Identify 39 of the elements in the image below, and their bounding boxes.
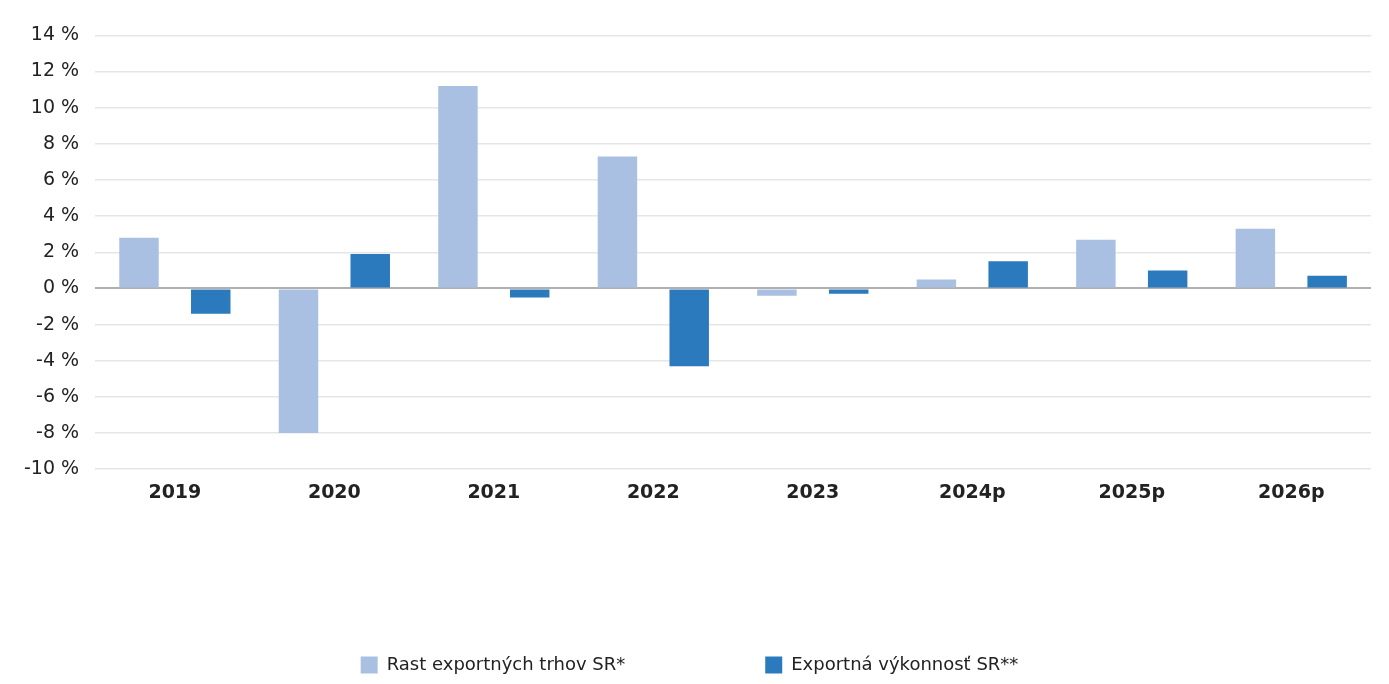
y-tick-label: -8 % [36, 419, 80, 442]
legend-label: Exportná výkonnosť SR** [791, 652, 1019, 674]
y-tick-label: 0 % [42, 275, 80, 298]
legend-label: Rast exportných trhov SR* [386, 652, 626, 674]
x-tick-label: 2021 [467, 479, 521, 502]
y-tick-label: 8 % [42, 130, 80, 153]
y-tick-label: 4 % [42, 203, 80, 226]
y-tick-label: 2 % [42, 239, 80, 262]
x-tick-label: 2025p [1098, 479, 1166, 502]
bar [1147, 270, 1188, 288]
x-tick-label: 2020 [307, 479, 361, 502]
x-tick-label: 2019 [148, 479, 202, 502]
bar [597, 156, 638, 288]
y-tick-label: -10 % [23, 456, 80, 479]
bar [669, 289, 709, 367]
y-tick-label: 14 % [30, 22, 80, 45]
y-tick-label: -4 % [36, 347, 80, 370]
y-tick-label: -6 % [36, 383, 80, 406]
bar [757, 289, 797, 296]
bar [350, 254, 390, 288]
bar [916, 279, 957, 288]
bar [1307, 275, 1347, 288]
bar [509, 289, 550, 298]
x-tick-label: 2024p [939, 479, 1006, 502]
y-tick-label: -2 % [36, 311, 80, 334]
y-tick-label: 6 % [42, 166, 80, 189]
bar [828, 289, 869, 294]
bar [278, 289, 319, 434]
bar [119, 237, 159, 288]
y-tick-label: 10 % [30, 94, 80, 117]
bar [988, 261, 1028, 288]
y-tick-label: 12 % [30, 58, 80, 81]
bar [438, 86, 478, 288]
bar [1235, 228, 1276, 288]
x-tick-label: 2023 [786, 479, 840, 502]
bar [191, 289, 231, 314]
x-tick-label: 2026p [1258, 479, 1325, 502]
x-tick-label: 2022 [626, 479, 680, 502]
bar [1076, 239, 1116, 288]
